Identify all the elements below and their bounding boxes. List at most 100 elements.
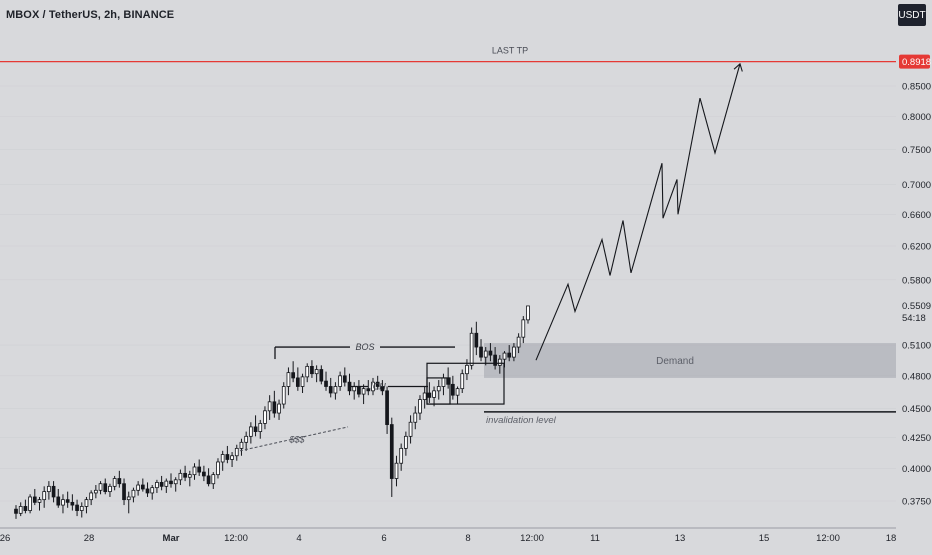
candle-body-down [169, 480, 173, 485]
candle-body-down [328, 386, 333, 394]
price-ticks: 0.8500 0.8000 0.7500 0.7000 0.6600 0.6200 0.58… [902, 82, 931, 508]
candle [483, 347, 488, 366]
candle-body-up [408, 421, 413, 437]
candle [23, 499, 28, 514]
time-tick: 12:00 [224, 533, 248, 544]
candle-body-up [61, 499, 65, 506]
price-tick: 0.6200 [902, 242, 931, 253]
candle-body-up [42, 491, 47, 501]
candle-body-up [305, 365, 310, 378]
price-axis[interactable]: 0.8500 0.8000 0.7500 0.7000 0.6600 0.6200 0.58… [896, 0, 932, 550]
price-tick: 0.8000 [902, 112, 931, 123]
structure-annotations: BOS ICH $$$ [239, 342, 505, 452]
time-tick: 12:00 [816, 533, 840, 544]
candle-body-down [56, 496, 61, 506]
candle [408, 415, 413, 444]
price-tick: 0.4500 [902, 404, 931, 415]
currency-button[interactable]: USDT [898, 4, 926, 26]
candle-body-down [202, 471, 206, 477]
candle-body-down [427, 392, 432, 398]
candle [432, 386, 436, 407]
candle-body-up [286, 372, 291, 387]
candle-body-down [159, 482, 164, 487]
candle [488, 343, 493, 362]
candle [150, 485, 155, 500]
candle-body-down [65, 499, 70, 503]
time-tick: 26 [0, 533, 10, 544]
candle-body-up [394, 462, 399, 479]
candle [197, 459, 202, 476]
candle-body-up [37, 499, 42, 503]
candle [418, 395, 422, 420]
last-tp-price-badge [899, 54, 930, 69]
candle-body-up [155, 482, 159, 489]
time-tick: 11 [590, 533, 600, 544]
candle-body-up [211, 474, 216, 485]
candle [155, 479, 159, 493]
candle-body-down [493, 354, 497, 366]
ich-label: ICH [370, 381, 386, 391]
time-tick: 28 [84, 533, 95, 544]
candle-body-up [469, 332, 474, 366]
price-tick: 0.4250 [902, 433, 931, 444]
price-tick: 0.4000 [902, 464, 931, 475]
candle-body-up [244, 435, 249, 443]
price-tick: 0.5800 [902, 275, 931, 286]
candle [310, 360, 314, 378]
time-ticks: 26 28 Mar 12:00 4 6 8 12:00 11 13 15 12:00 18 [0, 533, 896, 544]
order-block-box-2 [426, 377, 451, 405]
candle-body-up [436, 386, 441, 392]
candle [131, 487, 136, 503]
time-tick: 18 [886, 533, 897, 544]
candle [244, 431, 249, 451]
candle [319, 365, 324, 385]
candle [234, 444, 239, 461]
candle-body-up [455, 388, 460, 396]
candle [42, 486, 47, 508]
bos-label: BOS [355, 342, 374, 352]
candle [263, 406, 267, 430]
candle-body-up [441, 377, 446, 387]
candle [305, 363, 310, 383]
candle [338, 371, 342, 391]
candle [239, 438, 244, 456]
last-tp-price-text: 0.8918 [902, 57, 931, 68]
candle-body-down [291, 372, 295, 379]
candle [178, 469, 183, 486]
candle [108, 483, 112, 497]
candle [56, 488, 61, 508]
time-axis[interactable]: 26 28 Mar 12:00 4 6 8 12:00 11 13 15 12:00 18 [0, 527, 896, 544]
candle [14, 505, 18, 519]
candle [93, 485, 98, 499]
candle [187, 470, 192, 487]
candle [352, 382, 357, 400]
candle-body-up [300, 376, 305, 387]
candle [314, 365, 319, 383]
candle-body-up [521, 319, 526, 338]
candle [28, 494, 32, 514]
candle-body-up [131, 489, 136, 498]
price-tick: 0.4800 [902, 371, 931, 382]
candle-body-up [187, 474, 192, 478]
price-tick: 0.8500 [902, 82, 931, 93]
candle [371, 377, 375, 396]
candle-body-up [361, 388, 366, 395]
candle [465, 359, 469, 381]
candle-body-down [385, 390, 389, 425]
candle-body-down [446, 377, 451, 385]
candle-body-down [272, 401, 277, 414]
candle [277, 399, 281, 420]
time-tick: 13 [675, 533, 686, 544]
candle [512, 343, 516, 362]
grid [0, 85, 896, 502]
candle [159, 475, 164, 491]
candle-body-down [140, 484, 145, 490]
candle-body-down [23, 506, 28, 511]
candle [145, 482, 150, 497]
candle-body-down [357, 386, 361, 395]
candle [84, 496, 89, 514]
candle [89, 490, 94, 506]
candle [211, 472, 216, 489]
